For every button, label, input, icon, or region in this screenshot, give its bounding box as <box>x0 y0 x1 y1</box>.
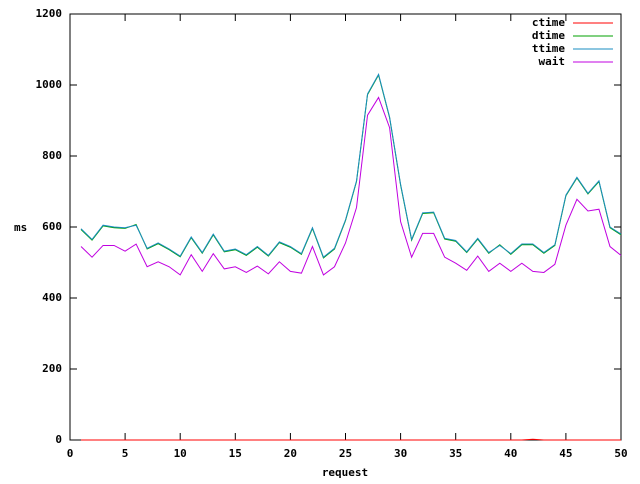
y-tick-label: 0 <box>55 433 62 446</box>
series-line <box>80 96 622 276</box>
x-tick-label: 20 <box>284 447 297 460</box>
y-tick-label: 400 <box>42 291 62 304</box>
legend-label: wait <box>539 55 566 68</box>
plot-border <box>69 13 622 441</box>
series-line <box>80 73 622 258</box>
x-tick-label: 40 <box>504 447 517 460</box>
x-tick-label: 15 <box>229 447 242 460</box>
x-tick-label: 50 <box>614 447 627 460</box>
x-tick-label: 10 <box>174 447 187 460</box>
legend-label: ttime <box>532 42 565 55</box>
x-tick-label: 25 <box>339 447 352 460</box>
y-tick-label: 600 <box>42 220 62 233</box>
series-line <box>80 73 622 259</box>
x-axis-label: request <box>322 466 368 479</box>
legend-label: dtime <box>532 29 565 42</box>
x-tick-label: 0 <box>67 447 74 460</box>
y-axis-label: ms <box>14 221 27 234</box>
y-tick-label: 800 <box>42 149 62 162</box>
y-tick-label: 1000 <box>36 78 63 91</box>
x-tick-label: 45 <box>559 447 572 460</box>
series-line <box>81 438 621 441</box>
y-tick-label: 200 <box>42 362 62 375</box>
x-tick-label: 35 <box>449 447 462 460</box>
legend-label: ctime <box>532 16 565 29</box>
y-tick-label: 1200 <box>36 7 63 20</box>
x-tick-label: 5 <box>122 447 129 460</box>
x-tick-label: 30 <box>394 447 407 460</box>
